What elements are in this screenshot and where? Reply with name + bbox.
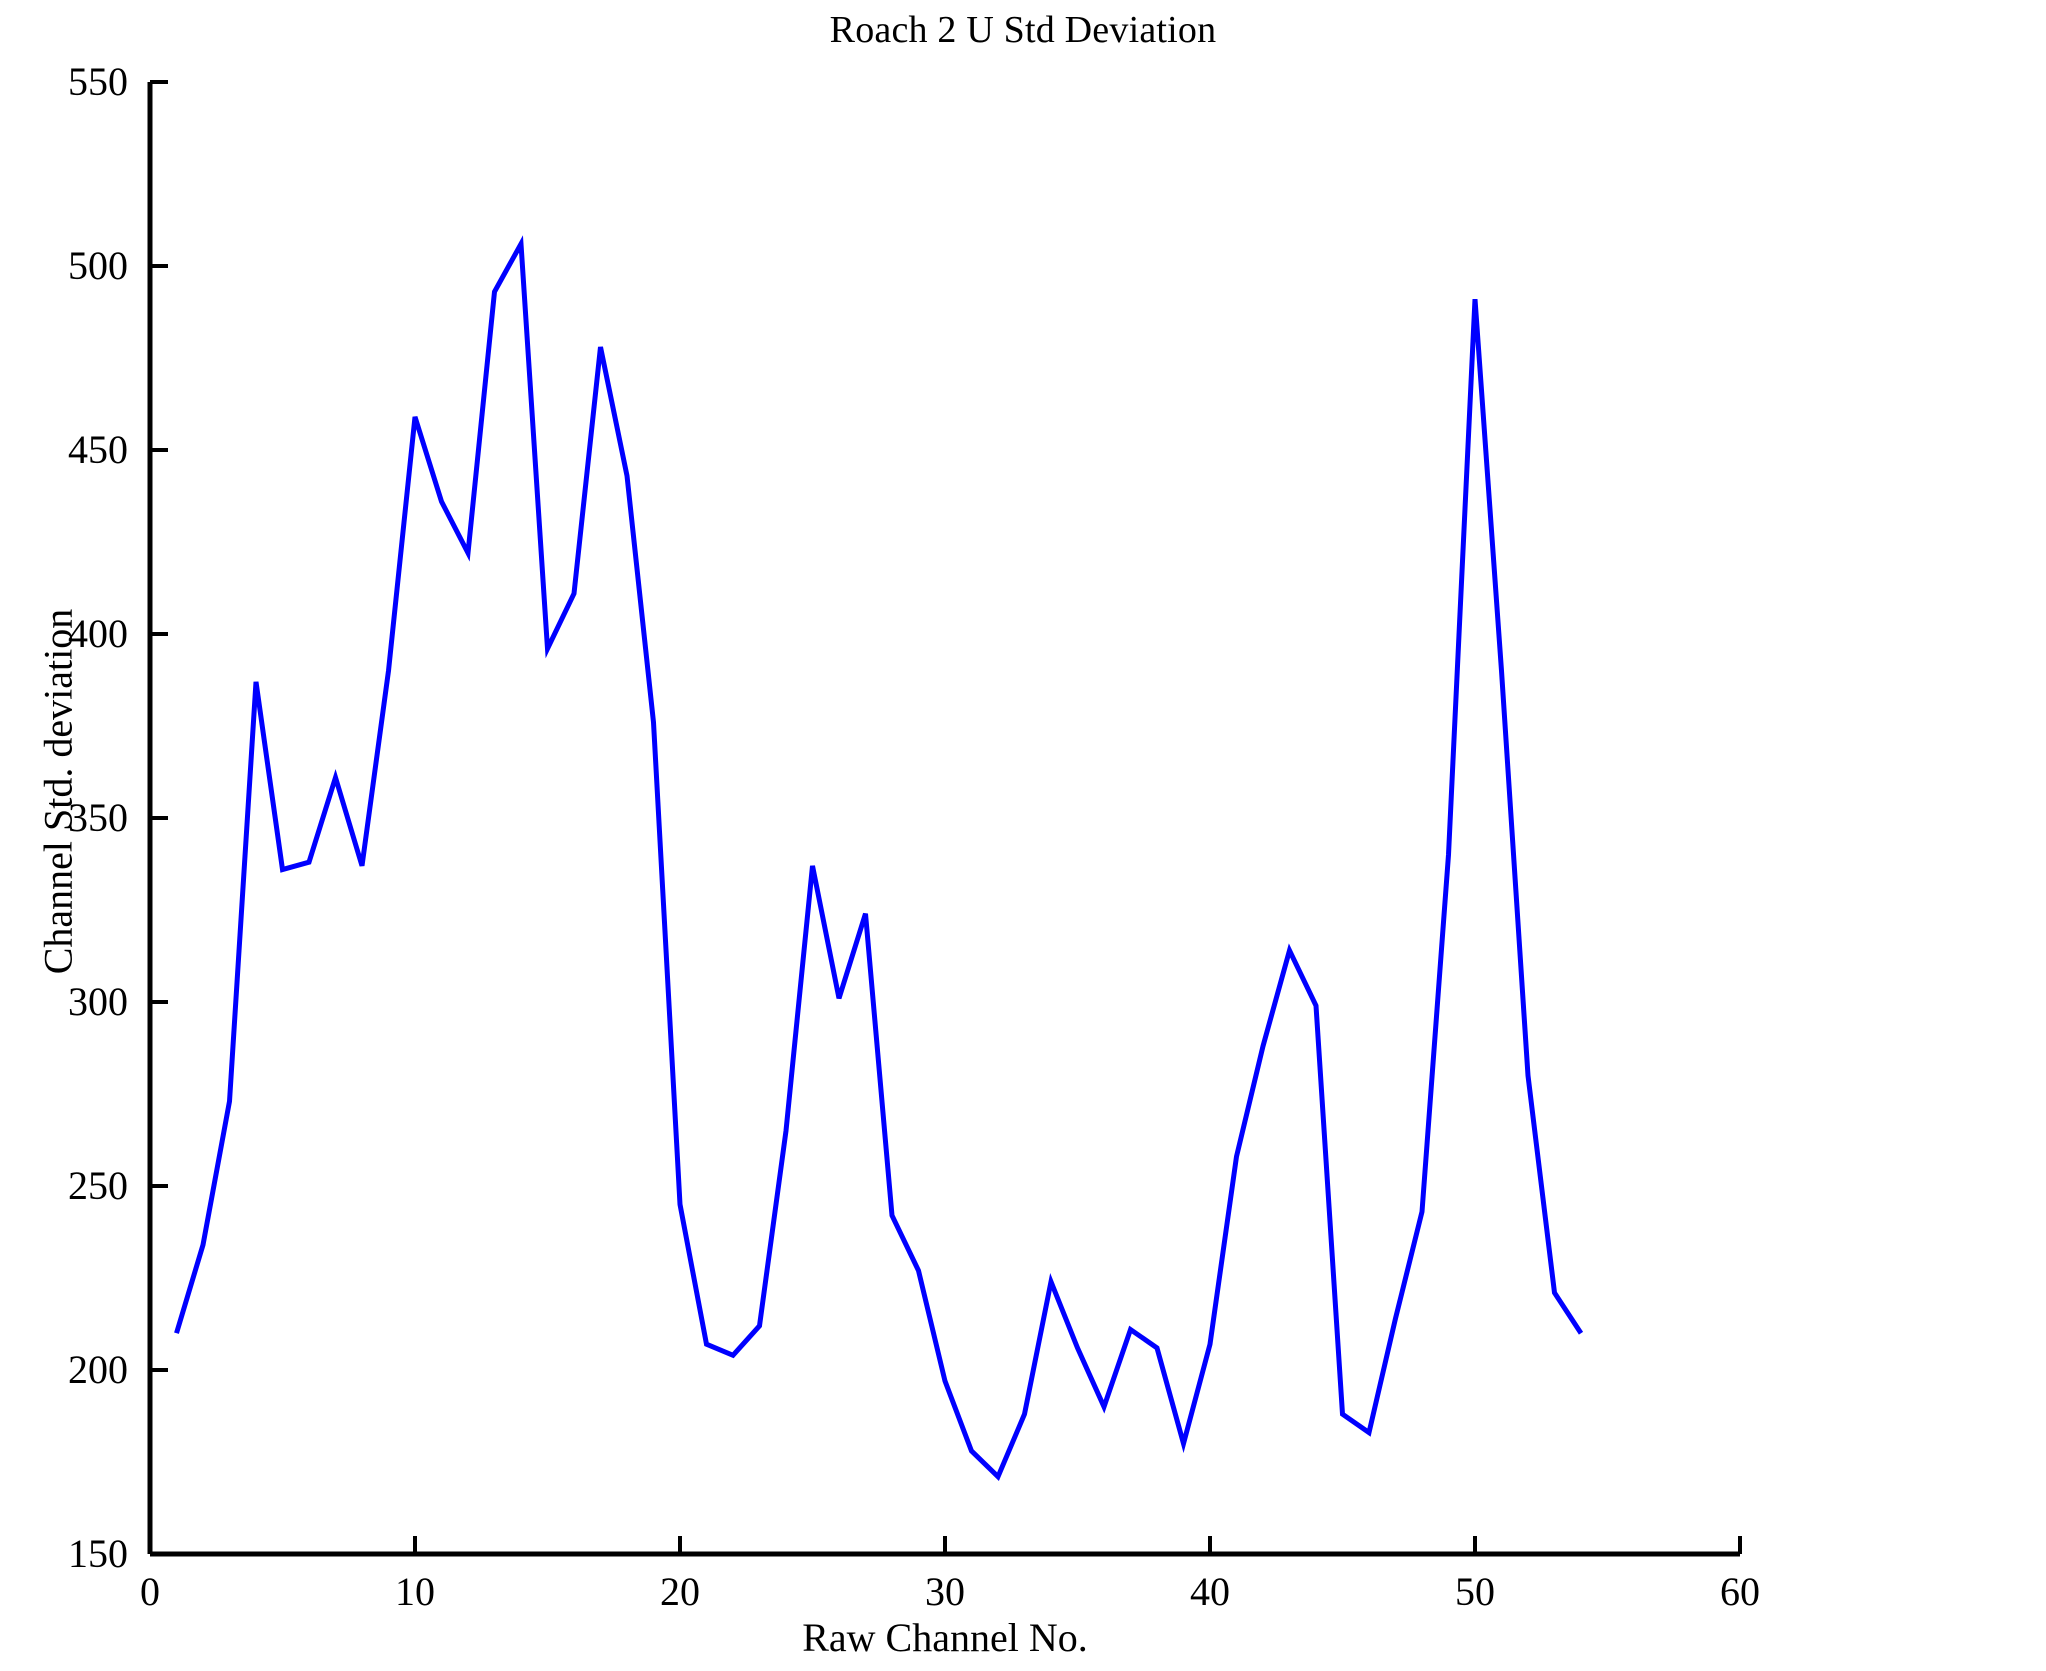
x-tick-label-60: 60 xyxy=(1720,1569,1760,1614)
axis-spines xyxy=(147,82,1740,1557)
x-axis-title: Raw Channel No. xyxy=(802,1615,1088,1660)
y-tick-label-150: 150 xyxy=(68,1531,128,1576)
y-tick-label-450: 450 xyxy=(68,427,128,472)
y-axis-title: Channel Std. deviation xyxy=(35,608,81,975)
y-tick-label-400: 400 xyxy=(68,611,128,656)
chart-title: Roach 2 U Std Deviation xyxy=(829,9,1217,51)
y-tick-label-550: 550 xyxy=(68,59,128,104)
y-axis-ticks xyxy=(150,80,168,1556)
x-axis-ticks xyxy=(148,1536,1742,1554)
y-tick-label-350: 350 xyxy=(68,795,128,840)
x-tick-label-20: 20 xyxy=(660,1569,700,1614)
y-axis-tick-labels: 550 500 450 400 350 300 250 200 150 xyxy=(0,0,150,1671)
y-tick-label-300: 300 xyxy=(68,979,128,1024)
x-tick-label-30: 30 xyxy=(925,1569,965,1614)
data-series-line xyxy=(174,235,1584,1482)
plot-svg xyxy=(147,80,1742,1557)
y-tick-label-200: 200 xyxy=(68,1347,128,1392)
plot-area xyxy=(147,80,1742,1557)
x-tick-label-40: 40 xyxy=(1190,1569,1230,1614)
y-tick-label-250: 250 xyxy=(68,1163,128,1208)
x-tick-label-50: 50 xyxy=(1455,1569,1495,1614)
x-tick-label-0: 0 xyxy=(140,1569,160,1614)
x-tick-label-10: 10 xyxy=(395,1569,435,1614)
y-tick-label-500: 500 xyxy=(68,243,128,288)
